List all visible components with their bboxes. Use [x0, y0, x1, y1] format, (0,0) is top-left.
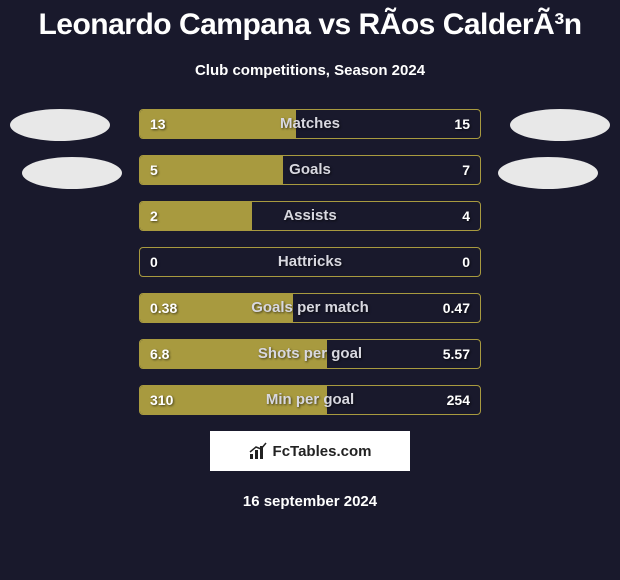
- stat-value-right: 5.57: [443, 340, 470, 368]
- stat-value-right: 7: [462, 156, 470, 184]
- stat-row: 13Matches15: [139, 109, 481, 139]
- stat-label: Shots per goal: [140, 340, 480, 368]
- date-label: 16 september 2024: [0, 493, 620, 510]
- stats-list: 13Matches15 5Goals7 2Assists4 0Hattricks0 0.…: [139, 109, 481, 415]
- stat-label: Goals: [140, 156, 480, 184]
- stat-value-right: 4: [462, 202, 470, 230]
- stat-row: 310Min per goal254: [139, 385, 481, 415]
- stat-row: 0Hattricks0: [139, 247, 481, 277]
- stat-label: Assists: [140, 202, 480, 230]
- stat-value-right: 0: [462, 248, 470, 276]
- stat-row: 5Goals7: [139, 155, 481, 185]
- stat-label: Hattricks: [140, 248, 480, 276]
- subtitle: Club competitions, Season 2024: [0, 62, 620, 79]
- player-left-shape-1: [10, 109, 110, 141]
- stat-row: 6.8Shots per goal5.57: [139, 339, 481, 369]
- stat-row: 2Assists4: [139, 201, 481, 231]
- badge-text: FcTables.com: [273, 443, 372, 460]
- page-title: Leonardo Campana vs RÃ­os CalderÃ³n: [0, 0, 620, 42]
- stat-row: 0.38Goals per match0.47: [139, 293, 481, 323]
- stat-value-right: 15: [454, 110, 470, 138]
- stat-label: Min per goal: [140, 386, 480, 414]
- chart-icon: [249, 442, 267, 460]
- stat-value-right: 0.47: [443, 294, 470, 322]
- player-left-shape-2: [22, 157, 122, 189]
- player-right-shape-1: [510, 109, 610, 141]
- fctables-badge: FcTables.com: [210, 431, 410, 471]
- stat-value-right: 254: [447, 386, 470, 414]
- stat-label: Goals per match: [140, 294, 480, 322]
- player-right-shape-2: [498, 157, 598, 189]
- comparison-area: 13Matches15 5Goals7 2Assists4 0Hattricks0 0.…: [0, 109, 620, 415]
- stat-label: Matches: [140, 110, 480, 138]
